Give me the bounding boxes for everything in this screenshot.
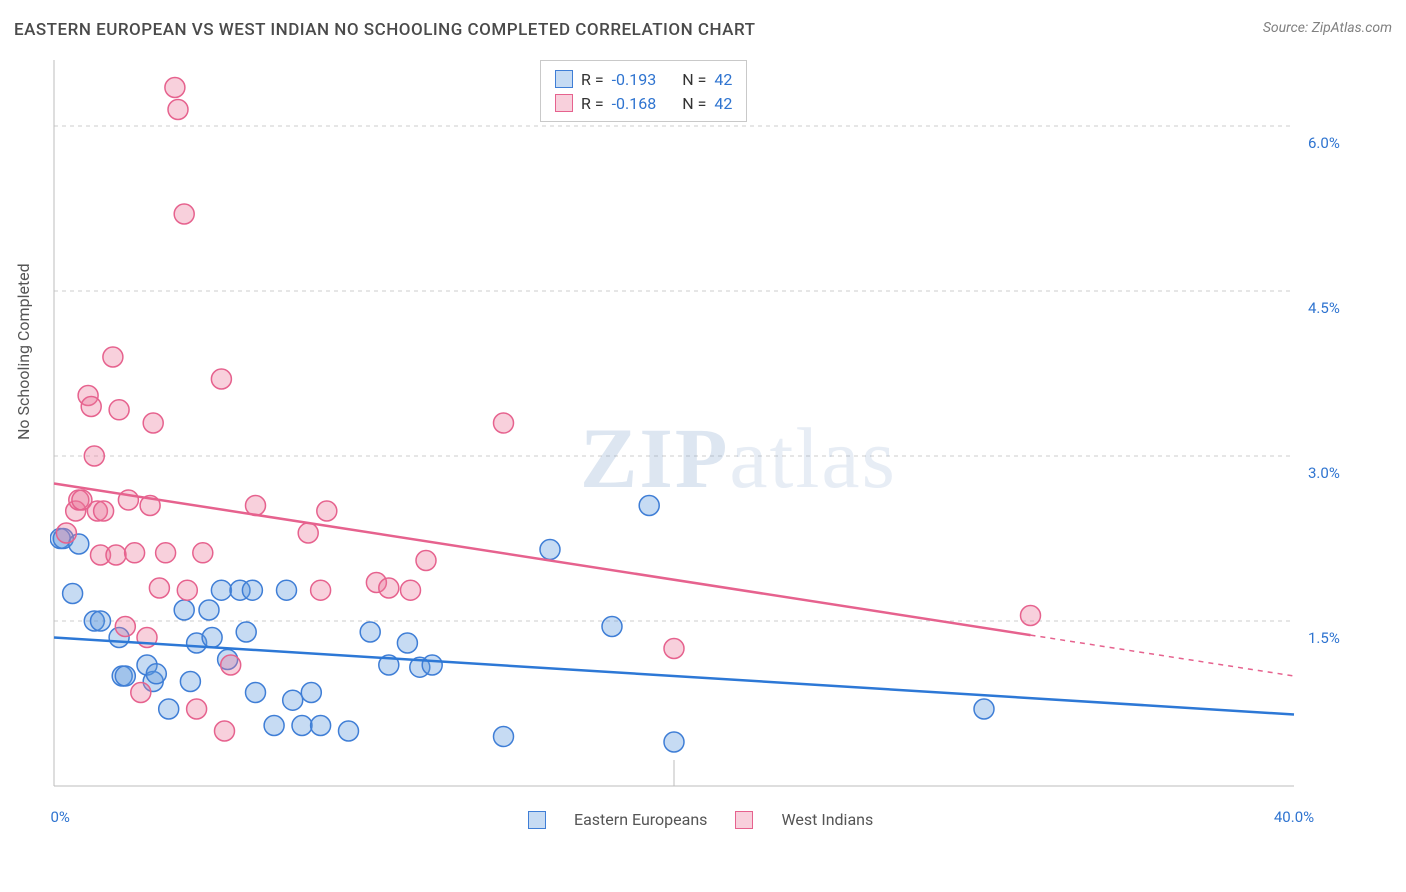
legend-swatch-ee bbox=[528, 811, 546, 829]
n-value-0: 42 bbox=[714, 70, 732, 89]
y-axis-label: No Schooling Completed bbox=[14, 263, 33, 440]
legend-swatch-0 bbox=[555, 70, 573, 88]
legend-stats: R = -0.193 N = 42 R = -0.168 N = 42 bbox=[540, 60, 747, 122]
r-label: R = bbox=[581, 94, 604, 113]
legend-stats-row-0: R = -0.193 N = 42 bbox=[555, 67, 732, 91]
legend-series: Eastern Europeans West Indians bbox=[528, 810, 873, 829]
n-label: N = bbox=[682, 70, 706, 89]
svg-text:1.5%: 1.5% bbox=[1308, 629, 1340, 647]
svg-text:3.0%: 3.0% bbox=[1308, 464, 1340, 482]
chart-svg: 1.5% 3.0% 4.5% 6.0% 0.0% 40.0% bbox=[50, 58, 1362, 838]
n-value-1: 42 bbox=[714, 94, 732, 113]
r-value-1: -0.168 bbox=[612, 94, 657, 113]
svg-text:40.0%: 40.0% bbox=[1274, 808, 1314, 826]
n-label: N = bbox=[682, 94, 706, 113]
title-bar: EASTERN EUROPEAN VS WEST INDIAN NO SCHOO… bbox=[14, 20, 1392, 44]
svg-text:6.0%: 6.0% bbox=[1308, 134, 1340, 152]
svg-text:4.5%: 4.5% bbox=[1308, 299, 1340, 317]
r-label: R = bbox=[581, 70, 604, 89]
source-label: Source: ZipAtlas.com bbox=[1263, 20, 1392, 36]
r-value-0: -0.193 bbox=[612, 70, 657, 89]
legend-swatch-1 bbox=[555, 94, 573, 112]
plot-area: 1.5%3.0%4.5%6.0%0.0%40.0% ZIPatlas R = -… bbox=[50, 58, 1362, 838]
svg-text:0.0%: 0.0% bbox=[50, 808, 70, 826]
legend-swatch-wi bbox=[735, 811, 753, 829]
legend-label-ee: Eastern Europeans bbox=[574, 810, 707, 829]
chart-title: EASTERN EUROPEAN VS WEST INDIAN NO SCHOO… bbox=[14, 20, 755, 40]
legend-label-wi: West Indians bbox=[781, 810, 873, 829]
legend-stats-row-1: R = -0.168 N = 42 bbox=[555, 91, 732, 115]
